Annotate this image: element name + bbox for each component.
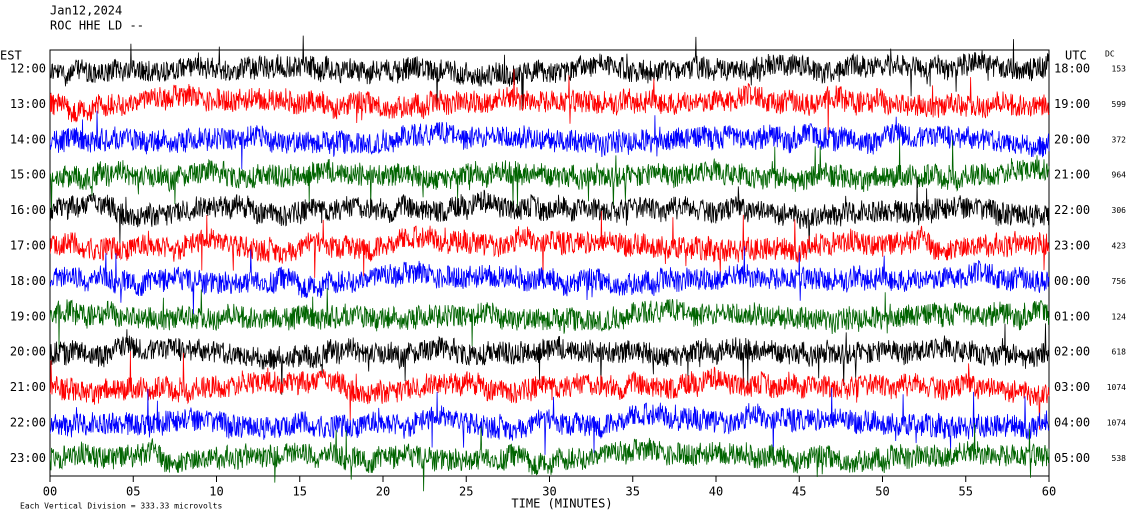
row-utc-label: 19:00 <box>1054 97 1090 111</box>
row-local-label: 15:00 <box>10 168 46 182</box>
row-dc-label: 1074 <box>1107 419 1126 428</box>
x-tick-label: 40 <box>709 485 723 499</box>
row-local-label: 20:00 <box>10 345 46 359</box>
x-tick-label: 00 <box>43 485 57 499</box>
row-utc-label: 20:00 <box>1054 132 1090 146</box>
trace <box>50 323 1050 395</box>
row-dc-label: 538 <box>1112 454 1127 463</box>
row-utc-label: 18:00 <box>1054 62 1090 76</box>
row-utc-label: 01:00 <box>1054 309 1090 323</box>
x-tick-label: 35 <box>626 485 640 499</box>
x-tick-label: 45 <box>792 485 806 499</box>
row-local-label: 13:00 <box>10 97 46 111</box>
row-dc-label: 599 <box>1112 100 1127 109</box>
row-dc-label: 153 <box>1112 65 1127 74</box>
row-local-label: 17:00 <box>10 239 46 253</box>
x-tick-label: 55 <box>959 485 973 499</box>
row-dc-label: 964 <box>1112 171 1127 180</box>
row-local-label: 23:00 <box>10 451 46 465</box>
row-dc-label: 756 <box>1112 277 1127 286</box>
row-dc-label: 423 <box>1112 242 1127 251</box>
x-tick-label: 60 <box>1042 485 1056 499</box>
row-local-label: 14:00 <box>10 132 46 146</box>
x-tick-label: 15 <box>293 485 307 499</box>
traces <box>50 35 1050 492</box>
x-tick-label: 20 <box>376 485 390 499</box>
trace <box>50 246 1050 315</box>
row-utc-label: 04:00 <box>1054 416 1090 430</box>
title-line: ROC HHE LD -- <box>50 19 144 33</box>
row-local-label: 16:00 <box>10 203 46 217</box>
row-utc-label: 22:00 <box>1054 203 1090 217</box>
row-utc-label: 21:00 <box>1054 168 1090 182</box>
row-utc-label: 05:00 <box>1054 451 1090 465</box>
x-tick-label: 10 <box>209 485 223 499</box>
row-local-label: 21:00 <box>10 380 46 394</box>
x-tick-label: 50 <box>875 485 889 499</box>
x-tick-label: 05 <box>126 485 140 499</box>
left-axis-label: EST <box>0 49 22 63</box>
title-line: Jan12,2024 <box>50 4 122 18</box>
row-utc-label: 00:00 <box>1054 274 1090 288</box>
row-utc-label: 02:00 <box>1054 345 1090 359</box>
trace <box>50 138 1050 213</box>
row-dc-label: 1074 <box>1107 383 1126 392</box>
right-axis-label: UTC <box>1065 49 1087 63</box>
x-axis-label: TIME (MINUTES) <box>511 497 612 511</box>
row-dc-label: 124 <box>1112 312 1127 321</box>
x-tick-label: 25 <box>459 485 473 499</box>
dc-label: DC <box>1105 50 1115 59</box>
row-utc-label: 23:00 <box>1054 239 1090 253</box>
trace <box>50 110 1050 170</box>
x-tick-label: 30 <box>542 485 556 499</box>
trace <box>50 351 1050 430</box>
plot-frame <box>49 49 1050 477</box>
row-local-label: 18:00 <box>10 274 46 288</box>
trace <box>50 210 1050 280</box>
trace <box>50 387 1050 457</box>
trace <box>50 176 1050 253</box>
row-local-label: 19:00 <box>10 309 46 323</box>
row-dc-label: 306 <box>1112 206 1127 215</box>
trace <box>50 69 1050 135</box>
row-dc-label: 372 <box>1112 135 1127 144</box>
row-dc-label: 618 <box>1112 348 1127 357</box>
trace <box>50 423 1050 492</box>
row-local-label: 12:00 <box>10 62 46 76</box>
row-local-label: 22:00 <box>10 416 46 430</box>
footer: Each Vertical Division = 333.33 microvol… <box>20 502 222 511</box>
trace <box>50 287 1050 350</box>
row-utc-label: 03:00 <box>1054 380 1090 394</box>
trace <box>50 35 1050 111</box>
